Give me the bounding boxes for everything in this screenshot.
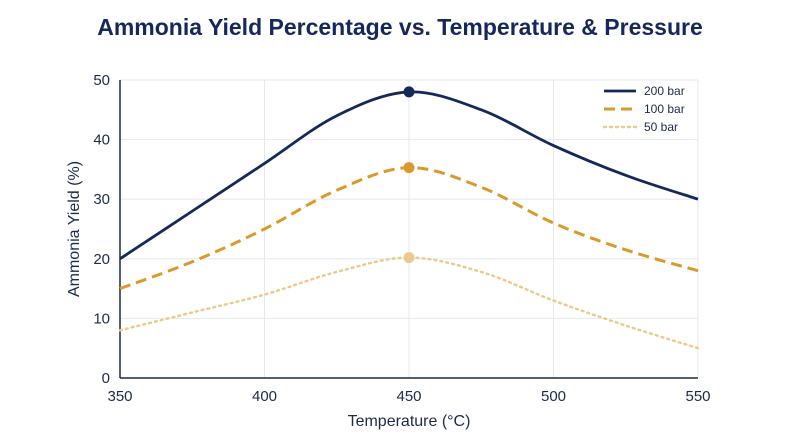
chart-title: Ammonia Yield Percentage vs. Temperature…: [97, 14, 703, 40]
y-tick-label: 30: [93, 191, 110, 208]
y-tick-label: 40: [93, 132, 110, 149]
legend-label-200-bar: 200 bar: [644, 84, 685, 98]
tick-labels: 0 10 20 30 40 50 350 400 450 500 550: [93, 72, 710, 405]
y-tick-label: 10: [93, 310, 110, 327]
y-tick-label: 20: [93, 251, 110, 268]
legend: 200 bar 100 bar 50 bar: [602, 84, 685, 134]
legend-label-100-bar: 100 bar: [644, 102, 685, 116]
x-tick-label: 350: [107, 388, 132, 405]
axes: [119, 80, 698, 379]
x-tick-label: 400: [252, 388, 277, 405]
x-tick-label: 500: [541, 388, 566, 405]
peak-marker-100-bar: [403, 162, 415, 174]
y-axis-label: Ammonia Yield (%): [66, 161, 83, 297]
peak-marker-50-bar: [403, 252, 415, 264]
peak-marker-200-bar: [403, 86, 415, 98]
y-tick-label: 0: [102, 370, 110, 387]
y-tick-label: 50: [93, 72, 110, 89]
series-line-50-bar: [118, 256, 700, 350]
x-axis-label: Temperature (°C): [348, 413, 471, 430]
x-tick-label: 450: [396, 388, 421, 405]
x-tick-label: 550: [685, 388, 710, 405]
legend-label-50-bar: 50 bar: [644, 120, 678, 134]
grid-lines: [119, 79, 699, 379]
series-layer: [118, 86, 700, 350]
